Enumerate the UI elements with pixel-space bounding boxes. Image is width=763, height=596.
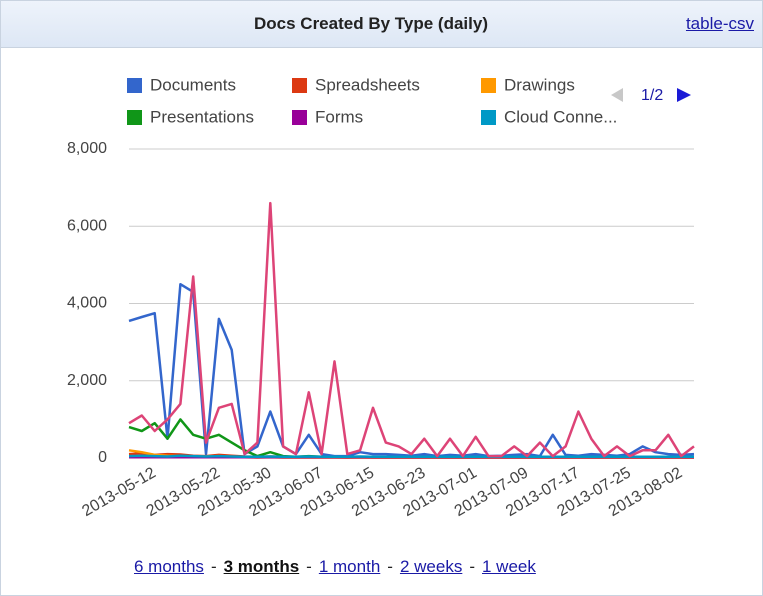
separator: -: [210, 557, 217, 576]
range-link[interactable]: 2 weeks: [399, 557, 463, 576]
legend-label: Cloud Conne...: [504, 107, 617, 126]
y-tick-label: 8,000: [67, 140, 107, 157]
export-links: table-csv: [686, 14, 754, 34]
legend-swatch: [481, 110, 496, 125]
range-links: 6 months -3 months -1 month -2 weeks -1 week: [134, 557, 536, 577]
legend-swatch: [292, 110, 307, 125]
grid: 02,0004,0006,0008,0002013-05-122013-05-2…: [67, 140, 694, 520]
separator: -: [469, 557, 475, 576]
legend-label: Presentations: [150, 107, 254, 126]
range-link[interactable]: 1 week: [482, 557, 536, 576]
series-line: [128, 282, 695, 458]
series-line: [128, 454, 694, 459]
y-tick-label: 2,000: [67, 372, 107, 389]
legend-label: Spreadsheets: [315, 75, 420, 94]
legend-prev[interactable]: [611, 88, 623, 102]
chart-title: Docs Created By Type (daily): [254, 14, 488, 33]
legend-page: 1/2: [641, 87, 663, 104]
y-tick-label: 0: [98, 449, 107, 466]
separator: -: [306, 557, 312, 576]
csv-link[interactable]: csv: [728, 14, 755, 33]
range-link[interactable]: 1 month: [318, 557, 381, 576]
legend-swatch: [481, 78, 496, 93]
legend-label: Drawings: [504, 75, 575, 94]
legend-swatch: [127, 110, 142, 125]
legend-label: Forms: [315, 107, 363, 126]
y-tick-label: 4,000: [67, 295, 107, 312]
chart: 02,0004,0006,0008,0002013-05-122013-05-2…: [67, 75, 695, 520]
range-link[interactable]: 6 months: [134, 557, 204, 576]
header: Docs Created By Type (daily) table-csv: [1, 1, 762, 48]
series-line: [128, 201, 695, 458]
legend: Documents Spreadsheets Drawings Presentatio…: [127, 75, 617, 126]
y-tick-label: 6,000: [67, 217, 107, 234]
range-link[interactable]: 3 months: [223, 557, 300, 576]
separator: -: [722, 14, 729, 33]
legend-label: Documents: [150, 75, 236, 94]
legend-swatch: [127, 78, 142, 93]
legend-next[interactable]: [677, 88, 691, 102]
legend-swatch: [292, 78, 307, 93]
separator: -: [387, 557, 393, 576]
plot: [128, 201, 695, 459]
table-link[interactable]: table: [685, 14, 723, 33]
